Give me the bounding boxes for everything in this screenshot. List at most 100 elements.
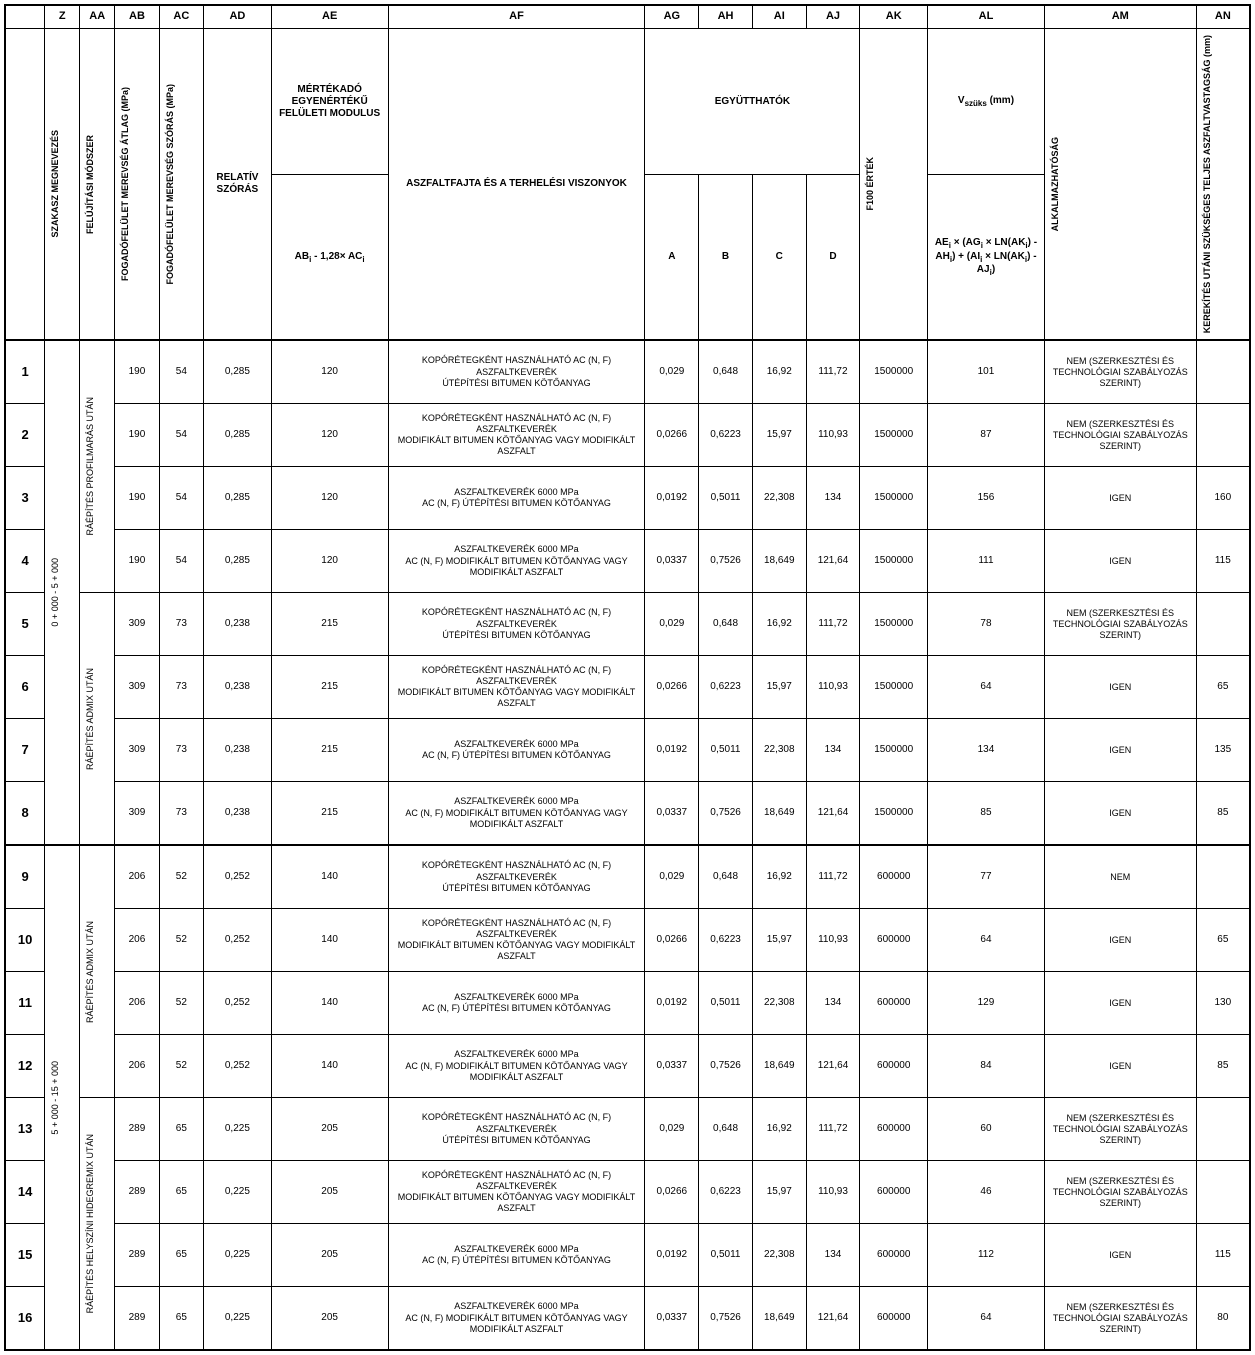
cell-ae: 205 [271,1224,388,1287]
cell-am: NEM (SZERKESZTÉSI ÉS TECHNOLÓGIAI SZABÁL… [1044,340,1196,404]
cell-am: IGEN [1044,782,1196,846]
cell-ad: 0,225 [204,1098,272,1161]
cell-ag: 0,0192 [645,972,699,1035]
cell-an: 115 [1196,1224,1250,1287]
cell-af: KOPÓRÉTEGKÉNT HASZNÁLHATÓ AC (N, F) ASZF… [388,1098,645,1161]
cell-ak: 1500000 [860,656,928,719]
cell-ah: 0,6223 [699,404,753,467]
row-number: 6 [5,656,45,719]
cell-ag: 0,0337 [645,1287,699,1351]
col-z: Z [45,5,80,29]
cell-am: IGEN [1044,467,1196,530]
hdr-ah: B [699,175,753,340]
cell-aj: 110,93 [806,656,860,719]
cell-an: 160 [1196,467,1250,530]
cell-ai: 15,97 [752,909,806,972]
cell-af: KOPÓRÉTEGKÉNT HASZNÁLHATÓ AC (N, F) ASZF… [388,656,645,719]
cell-ac: 52 [159,1035,203,1098]
cell-am: IGEN [1044,1224,1196,1287]
cell-ai: 16,92 [752,845,806,909]
cell-an: 135 [1196,719,1250,782]
table-row: 5RÁÉPÍTÉS ADMIX UTÁN309730,238215KOPÓRÉT… [5,593,1250,656]
hdr-ae-bottom: ABi - 1,28× ACi [271,175,388,340]
cell-an: 85 [1196,782,1250,846]
cell-ak: 600000 [860,1287,928,1351]
cell-ah: 0,6223 [699,656,753,719]
cell-ae: 205 [271,1287,388,1351]
cell-am: IGEN [1044,530,1196,593]
cell-an: 80 [1196,1287,1250,1351]
cell-ac: 65 [159,1161,203,1224]
cell-an: 115 [1196,530,1250,593]
cell-ae: 140 [271,1035,388,1098]
cell-an [1196,1098,1250,1161]
row-number: 16 [5,1287,45,1351]
cell-ae: 120 [271,404,388,467]
cell-ab: 289 [115,1161,159,1224]
table-row: 14289650,225205KOPÓRÉTEGKÉNT HASZNÁLHATÓ… [5,1161,1250,1224]
method-aa: RÁÉPÍTÉS PROFILMARÁS UTÁN [80,340,115,593]
cell-al: 64 [928,1287,1045,1351]
cell-an: 85 [1196,1035,1250,1098]
cell-al: 129 [928,972,1045,1035]
cell-ad: 0,285 [204,404,272,467]
cell-ae: 140 [271,845,388,909]
data-table: Z AA AB AC AD AE AF AG AH AI AJ AK AL AM… [4,4,1251,1351]
cell-aj: 111,72 [806,340,860,404]
row-number: 3 [5,467,45,530]
cell-ah: 0,5011 [699,719,753,782]
cell-al: 78 [928,593,1045,656]
cell-an [1196,1161,1250,1224]
cell-ai: 16,92 [752,593,806,656]
cell-ad: 0,285 [204,340,272,404]
cell-al: 84 [928,1035,1045,1098]
cell-an [1196,404,1250,467]
cell-ai: 15,97 [752,1161,806,1224]
cell-ak: 600000 [860,1224,928,1287]
cell-ag: 0,0337 [645,530,699,593]
cell-al: 111 [928,530,1045,593]
col-aa: AA [80,5,115,29]
cell-ag: 0,0266 [645,656,699,719]
cell-ak: 600000 [860,972,928,1035]
cell-ac: 52 [159,909,203,972]
cell-ah: 0,648 [699,1098,753,1161]
cell-ab: 190 [115,340,159,404]
hdr-ac: FOGADÓFELÜLET MEREVSÉG SZÓRÁS (MPa) [159,29,203,341]
cell-ah: 0,7526 [699,1035,753,1098]
cell-ad: 0,252 [204,1035,272,1098]
cell-af: ASZFALTKEVERÉK 6000 MPaAC (N, F) MODIFIK… [388,530,645,593]
cell-am: IGEN [1044,656,1196,719]
cell-ag: 0,0192 [645,1224,699,1287]
cell-ad: 0,285 [204,530,272,593]
col-letter-row: Z AA AB AC AD AE AF AG AH AI AJ AK AL AM… [5,5,1250,29]
cell-an [1196,845,1250,909]
cell-ah: 0,7526 [699,782,753,846]
cell-ab: 190 [115,467,159,530]
row-number: 4 [5,530,45,593]
cell-al: 60 [928,1098,1045,1161]
cell-am: IGEN [1044,719,1196,782]
row-number: 12 [5,1035,45,1098]
row-number: 8 [5,782,45,846]
cell-ak: 1500000 [860,467,928,530]
cell-ag: 0,029 [645,593,699,656]
cell-aj: 134 [806,719,860,782]
cell-ai: 22,308 [752,719,806,782]
table-row: 2190540,285120KOPÓRÉTEGKÉNT HASZNÁLHATÓ … [5,404,1250,467]
cell-an [1196,340,1250,404]
cell-ac: 73 [159,719,203,782]
hdr-aa: FELÚJÍTÁSI MÓDSZER [80,29,115,341]
cell-ah: 0,648 [699,845,753,909]
table-row: 6309730,238215KOPÓRÉTEGKÉNT HASZNÁLHATÓ … [5,656,1250,719]
row-number: 5 [5,593,45,656]
table-row: 95 + 000 - 15 + 000RÁÉPÍTÉS ADMIX UTÁN20… [5,845,1250,909]
cell-ac: 65 [159,1098,203,1161]
table-row: 15289650,225205ASZFALTKEVERÉK 6000 MPaAC… [5,1224,1250,1287]
cell-ah: 0,5011 [699,1224,753,1287]
cell-af: KOPÓRÉTEGKÉNT HASZNÁLHATÓ AC (N, F) ASZF… [388,845,645,909]
cell-ai: 22,308 [752,972,806,1035]
hdr-ab: FOGADÓFELÜLET MEREVSÉG ÁTLAG (MPa) [115,29,159,341]
col-ab: AB [115,5,159,29]
cell-ah: 0,648 [699,340,753,404]
